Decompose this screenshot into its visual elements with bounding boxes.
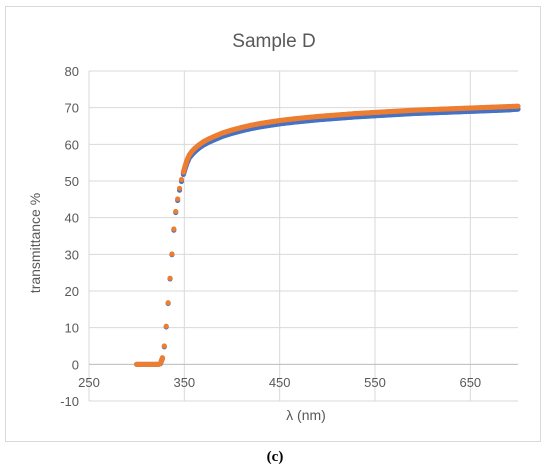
x-tick-label: 650 — [459, 375, 481, 390]
x-tick-label: 450 — [269, 375, 291, 390]
y-tick-label: 70 — [65, 101, 79, 116]
y-tick-label: 40 — [65, 211, 79, 226]
data-point — [175, 196, 181, 202]
y-tick-label: 20 — [65, 284, 79, 299]
series-2 — [134, 103, 521, 367]
y-tick-label: -10 — [60, 394, 79, 409]
data-point — [169, 251, 175, 257]
data-point — [176, 185, 183, 191]
x-tick-label: 350 — [173, 375, 195, 390]
y-tick-label: 10 — [65, 321, 79, 336]
data-point — [159, 355, 166, 361]
plot-series — [134, 103, 521, 367]
chart-svg: Sample D -10 0 10 20 30 40 50 60 70 80 250 350 450 55… — [27, 31, 521, 423]
x-axis-label: λ (nm) — [286, 407, 326, 423]
figure-caption: (c) — [266, 449, 284, 465]
data-point — [178, 176, 185, 183]
chart-title: Sample D — [232, 31, 315, 52]
x-tick-label: 250 — [78, 375, 100, 390]
data-point — [161, 343, 167, 349]
data-point — [165, 300, 171, 306]
gridlines — [88, 70, 518, 402]
data-point — [515, 103, 521, 109]
y-axis-label: transmittance % — [27, 193, 43, 293]
y-tick-label: 60 — [65, 137, 79, 152]
data-point — [163, 323, 169, 329]
data-point — [167, 275, 173, 281]
data-point — [171, 226, 177, 232]
data-point — [173, 208, 179, 215]
y-tick-label: 50 — [65, 174, 79, 189]
chart-area: Sample D -10 0 10 20 30 40 50 60 70 80 250 350 450 55… — [5, 6, 541, 442]
y-tick-label: 0 — [72, 357, 79, 372]
y-tick-label: 80 — [65, 64, 79, 79]
y-tick-label: 30 — [65, 247, 79, 262]
tick-labels: -10 0 10 20 30 40 50 60 70 80 250 350 450 550 650 — [60, 64, 481, 409]
x-tick-label: 550 — [364, 375, 386, 390]
